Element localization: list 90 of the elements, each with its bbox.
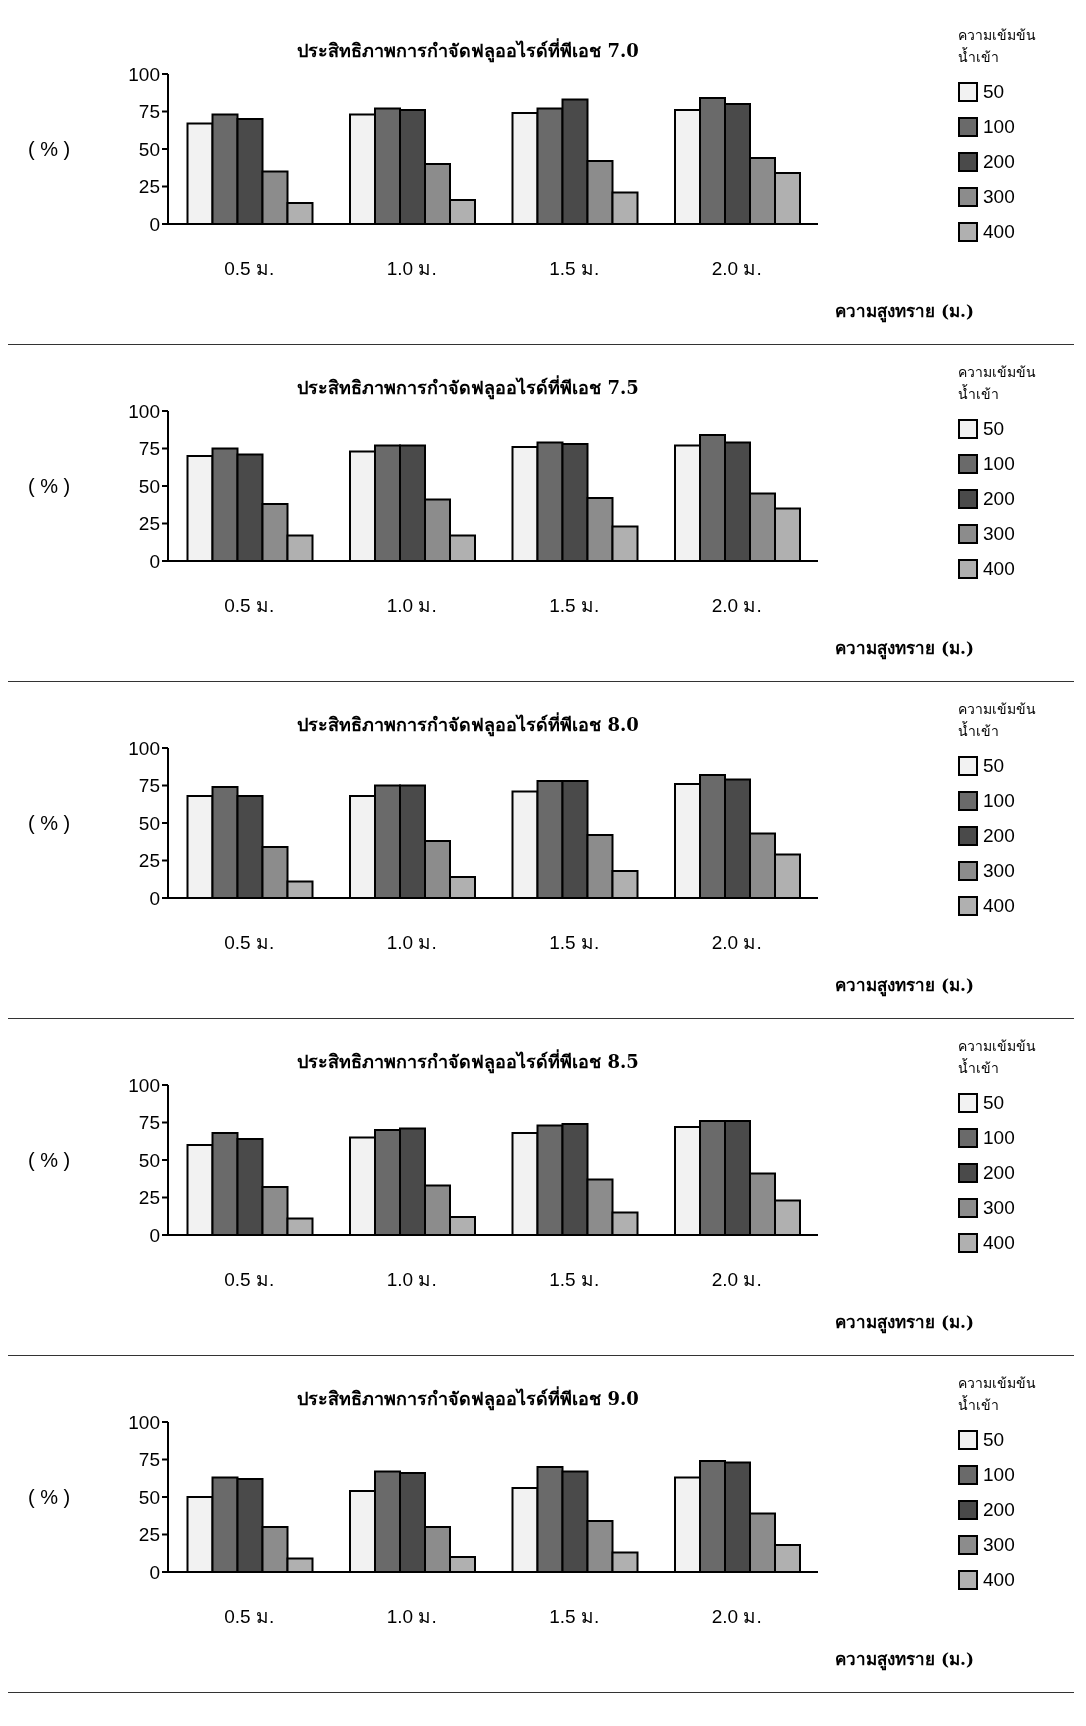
legend-label: 100 bbox=[983, 452, 1015, 475]
legend-label: 50 bbox=[983, 1428, 1005, 1451]
x-tick-label: 1.5 ม. bbox=[549, 595, 600, 617]
y-tick-label: 50 bbox=[138, 138, 160, 160]
y-tick-label: 75 bbox=[138, 438, 160, 460]
y-tick-label: 0 bbox=[149, 1224, 160, 1246]
x-tick-label: 0.5 ม. bbox=[224, 1269, 275, 1291]
y-axis-title: ( % ) bbox=[28, 138, 71, 161]
x-axis-title: ความสูงทราย (ม.) bbox=[834, 1648, 974, 1672]
y-axis-title: ( % ) bbox=[28, 1149, 71, 1172]
legend-label: 400 bbox=[983, 1568, 1015, 1591]
legend-label: 50 bbox=[983, 754, 1005, 777]
y-tick-label: 0 bbox=[149, 213, 160, 235]
y-tick-label: 0 bbox=[149, 887, 160, 909]
x-tick-label: 2.0 ม. bbox=[711, 595, 762, 617]
legend-label: 300 bbox=[983, 185, 1015, 208]
x-tick-label: 0.5 ม. bbox=[224, 595, 275, 617]
legend-label: 50 bbox=[983, 1091, 1005, 1114]
x-tick-label: 1.5 ม. bbox=[549, 932, 600, 954]
legend-label: 400 bbox=[983, 894, 1015, 917]
x-tick-label: 1.0 ม. bbox=[386, 932, 437, 954]
x-axis-title: ความสูงทราย (ม.) bbox=[834, 637, 974, 661]
legend-label: 400 bbox=[983, 1231, 1015, 1254]
y-tick-label: 75 bbox=[138, 101, 160, 123]
x-axis-title: ความสูงทราย (ม.) bbox=[834, 1311, 974, 1335]
y-tick-label: 25 bbox=[138, 513, 160, 535]
legend-label: 400 bbox=[983, 557, 1015, 580]
y-tick-label: 100 bbox=[128, 400, 160, 422]
legend-title: ความเข้มข้น น้ำเข้า bbox=[958, 363, 1037, 404]
x-tick-label: 1.0 ม. bbox=[386, 258, 437, 280]
y-tick-label: 25 bbox=[138, 1524, 160, 1546]
x-tick-label: 1.5 ม. bbox=[549, 1269, 600, 1291]
x-tick-label: 2.0 ม. bbox=[711, 258, 762, 280]
x-tick-label: 1.0 ม. bbox=[386, 595, 437, 617]
y-tick-label: 25 bbox=[138, 176, 160, 198]
x-tick-label: 1.5 ม. bbox=[549, 258, 600, 280]
chart-title: ประสิทธิภาพการกำจัดฟลูออไรด์ที่พีเอช 7.0 bbox=[296, 37, 640, 65]
legend-title: ความเข้มข้น น้ำเข้า bbox=[958, 700, 1037, 741]
legend-label: 200 bbox=[983, 824, 1015, 847]
chart-title: ประสิทธิภาพการกำจัดฟลูออไรด์ที่พีเอช 8.5 bbox=[296, 1048, 640, 1076]
legend-label: 100 bbox=[983, 1463, 1015, 1486]
legend-label: 300 bbox=[983, 522, 1015, 545]
legend-label: 300 bbox=[983, 1196, 1015, 1219]
x-tick-label: 2.0 ม. bbox=[711, 932, 762, 954]
x-axis-title: ความสูงทราย (ม.) bbox=[834, 300, 974, 324]
legend-title: ความเข้มข้น น้ำเข้า bbox=[958, 1374, 1037, 1415]
y-tick-label: 25 bbox=[138, 1187, 160, 1209]
y-tick-label: 75 bbox=[138, 1449, 160, 1471]
legend-label: 100 bbox=[983, 789, 1015, 812]
y-tick-label: 50 bbox=[138, 1486, 160, 1508]
y-axis-title: ( % ) bbox=[28, 812, 71, 835]
y-axis-title: ( % ) bbox=[28, 475, 71, 498]
legend-label: 300 bbox=[983, 859, 1015, 882]
y-tick-label: 0 bbox=[149, 550, 160, 572]
chart-title: ประสิทธิภาพการกำจัดฟลูออไรด์ที่พีเอช 7.5 bbox=[296, 374, 640, 402]
y-tick-label: 75 bbox=[138, 1112, 160, 1134]
legend-label: 300 bbox=[983, 1533, 1015, 1556]
y-tick-label: 50 bbox=[138, 1149, 160, 1171]
y-tick-label: 100 bbox=[128, 1074, 160, 1096]
legend-label: 50 bbox=[983, 80, 1005, 103]
legend-label: 100 bbox=[983, 115, 1015, 138]
y-axis-title: ( % ) bbox=[28, 1486, 71, 1509]
y-tick-label: 100 bbox=[128, 1411, 160, 1433]
y-tick-label: 50 bbox=[138, 812, 160, 834]
legend-label: 400 bbox=[983, 220, 1015, 243]
x-tick-label: 1.5 ม. bbox=[549, 1606, 600, 1628]
x-tick-label: 0.5 ม. bbox=[224, 1606, 275, 1628]
legend-label: 50 bbox=[983, 417, 1005, 440]
legend-label: 200 bbox=[983, 1161, 1015, 1184]
y-tick-label: 75 bbox=[138, 775, 160, 797]
y-tick-label: 100 bbox=[128, 63, 160, 85]
x-tick-label: 0.5 ม. bbox=[224, 932, 275, 954]
y-tick-label: 0 bbox=[149, 1561, 160, 1583]
legend-label: 200 bbox=[983, 1498, 1015, 1521]
x-axis-title: ความสูงทราย (ม.) bbox=[834, 974, 974, 998]
chart-title: ประสิทธิภาพการกำจัดฟลูออไรด์ที่พีเอช 9.0 bbox=[296, 1385, 640, 1413]
legend-title: ความเข้มข้น น้ำเข้า bbox=[958, 1037, 1037, 1078]
legend-label: 200 bbox=[983, 150, 1015, 173]
y-tick-label: 50 bbox=[138, 475, 160, 497]
x-tick-label: 1.0 ม. bbox=[386, 1269, 437, 1291]
x-tick-label: 2.0 ม. bbox=[711, 1269, 762, 1291]
legend-label: 100 bbox=[983, 1126, 1015, 1149]
y-tick-label: 100 bbox=[128, 737, 160, 759]
y-tick-label: 25 bbox=[138, 850, 160, 872]
legend-title: ความเข้มข้น น้ำเข้า bbox=[958, 26, 1037, 67]
x-tick-label: 2.0 ม. bbox=[711, 1606, 762, 1628]
x-tick-label: 0.5 ม. bbox=[224, 258, 275, 280]
chart-title: ประสิทธิภาพการกำจัดฟลูออไรด์ที่พีเอช 8.0 bbox=[296, 711, 640, 739]
x-tick-label: 1.0 ม. bbox=[386, 1606, 437, 1628]
legend-label: 200 bbox=[983, 487, 1015, 510]
